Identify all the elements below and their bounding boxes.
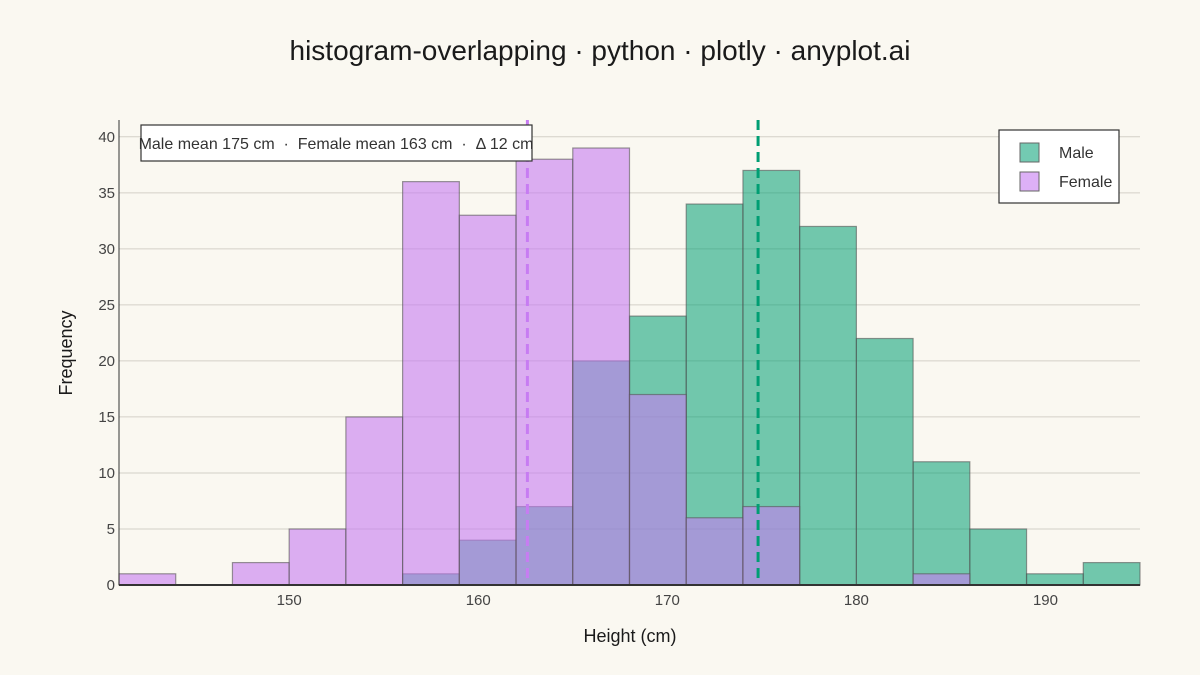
x-tick-label: 150: [277, 592, 302, 609]
bar-male: [912, 461, 971, 586]
bar-female: [628, 393, 687, 586]
x-tick-label: 190: [1033, 592, 1058, 609]
y-tick-label: 35: [98, 185, 115, 202]
x-tick-label: 180: [844, 592, 869, 609]
y-tick-label: 0: [107, 577, 115, 594]
x-axis-title: Height (cm): [583, 626, 676, 646]
legend-label-male: Male: [1059, 145, 1094, 162]
legend-box: [998, 129, 1120, 204]
x-tick-label: 170: [655, 592, 680, 609]
bar-female: [742, 505, 801, 586]
bar-female: [458, 214, 517, 586]
y-tick-labels: 0 5 10 15 20 25 30 35 40: [98, 129, 115, 594]
bar-female: [118, 573, 177, 586]
bar-female: [572, 147, 631, 586]
legend: Male Female: [998, 129, 1120, 204]
series-female: [118, 147, 971, 586]
bar-female: [912, 573, 971, 586]
y-tick-label: 5: [107, 521, 115, 538]
y-tick-label: 15: [98, 409, 115, 426]
bar-female: [231, 561, 290, 586]
bar-male: [1082, 561, 1141, 586]
bar-female: [288, 528, 347, 586]
bar-female: [515, 158, 574, 586]
bar-female: [345, 416, 404, 586]
mean-annotation: Male mean 175 cm · Female mean 163 cm · …: [139, 124, 534, 162]
y-tick-label: 10: [98, 465, 115, 482]
annotation-text: Male mean 175 cm · Female mean 163 cm · …: [139, 136, 534, 153]
y-tick-label: 20: [98, 353, 115, 370]
bar-male: [799, 225, 857, 586]
annotation-box: [140, 124, 533, 162]
bar-male: [1025, 573, 1084, 586]
x-tick-labels: 150 160 170 180 190: [277, 592, 1058, 609]
chart-title: histogram-overlapping · python · plotly …: [290, 35, 911, 66]
legend-swatch-male: [1019, 142, 1040, 163]
y-tick-label: 40: [98, 129, 115, 146]
y-axis-title: Frequency: [56, 310, 76, 395]
histogram-bars: [118, 147, 1141, 586]
mean-lines: [525, 120, 760, 585]
x-tick-label: 160: [466, 592, 491, 609]
y-tick-label: 25: [98, 297, 115, 314]
axes: [118, 120, 1140, 586]
bar-male: [855, 337, 914, 586]
bar-male: [969, 528, 1028, 586]
bar-female: [402, 181, 460, 586]
bar-female: [685, 517, 744, 586]
legend-label-female: Female: [1059, 174, 1112, 191]
y-tick-label: 30: [98, 241, 115, 258]
legend-swatch-female: [1019, 171, 1040, 192]
